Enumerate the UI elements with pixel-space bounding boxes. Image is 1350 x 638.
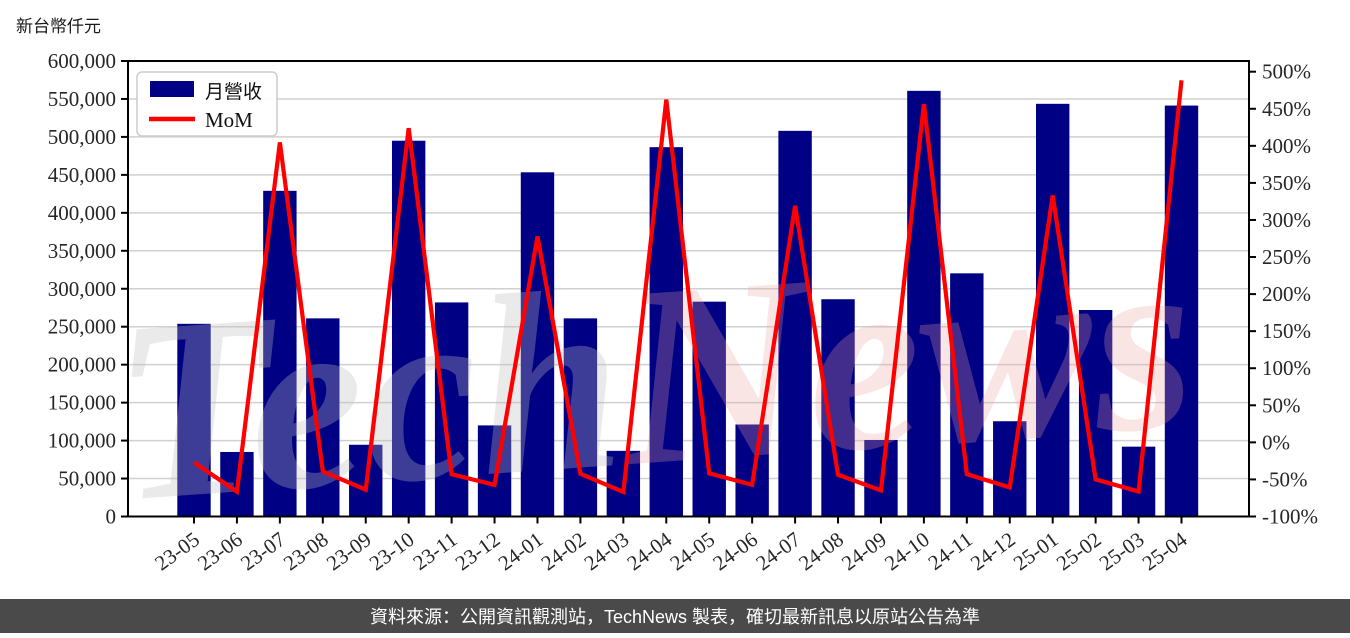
technews-watermark: TechNews [105, 195, 1202, 556]
y-right-tick-label: 400% [1262, 134, 1311, 158]
y-left-tick-label: 250,000 [48, 315, 116, 339]
y-left-tick-label: 350,000 [48, 239, 116, 263]
y-right-tick-label: -100% [1262, 505, 1318, 529]
x-tick-label-24-02: 24-02 [537, 527, 591, 575]
legend: 月營收 MoM [136, 71, 278, 137]
y-right-tick-label: 50% [1262, 393, 1301, 417]
bar-24-12 [993, 421, 1027, 517]
bar-24-10 [907, 90, 941, 517]
y-right-tick-label: 200% [1262, 282, 1311, 306]
y-right-tick-label: 500% [1262, 60, 1311, 84]
y-left-tick-label: 450,000 [48, 163, 116, 187]
x-tick-label-25-01: 25-01 [1009, 527, 1063, 575]
legend-bar-label: 月營收 [205, 81, 262, 103]
bar-24-07 [778, 130, 812, 517]
y-right-tick-label: 300% [1262, 208, 1311, 232]
y-axis-unit-label: 新台幣仟元 [16, 17, 101, 36]
x-tick-label-25-04: 25-04 [1138, 527, 1192, 576]
bar-24-05 [692, 301, 726, 517]
y-left-tick-label: 0 [106, 505, 117, 529]
bar-23-11 [434, 302, 469, 517]
bar-24-06 [735, 424, 769, 517]
source-caption-text: 資料來源：公開資訊觀測站，TechNews 製表，確切最新訊息以原站公告為準 [369, 607, 981, 627]
y-right-tick-label: 0% [1262, 430, 1290, 454]
y-left-tick-label: 300,000 [48, 277, 116, 301]
y-left-tick-label: 600,000 [48, 49, 116, 73]
y-left-tick-label: 400,000 [48, 201, 116, 225]
y-left-tick-label: 500,000 [48, 125, 116, 149]
x-tick-label-24-09: 24-09 [837, 527, 891, 575]
mom-line [192, 80, 1184, 496]
y-left-tick-label: 100,000 [48, 429, 116, 453]
y-left-tick-label: 150,000 [48, 391, 116, 415]
bar-23-08 [306, 318, 340, 517]
bar-25-01 [1035, 103, 1070, 517]
y-right-tick-label: 150% [1262, 319, 1311, 343]
y-right-tick-label: -50% [1262, 467, 1308, 491]
legend-bar-swatch [150, 81, 194, 97]
x-tick-label-24-04: 24-04 [622, 527, 676, 576]
x-tick-label-24-06: 24-06 [708, 527, 762, 575]
y-axis-left: 0 50,000 100,000 150,000 200,000 250,000 300,0… [48, 49, 128, 529]
x-tick-label-24-10: 24-10 [880, 527, 934, 575]
y-right-tick-label: 100% [1262, 356, 1311, 380]
x-tick-label-24-11: 24-11 [924, 527, 977, 575]
bar-24-01 [520, 172, 555, 517]
legend-line-label: MoM [205, 108, 253, 132]
y-left-tick-label: 200,000 [48, 353, 116, 377]
y-left-tick-label: 50,000 [58, 467, 116, 491]
x-tick-label-24-08: 24-08 [794, 527, 848, 575]
bar-23-12 [477, 425, 512, 517]
y-right-tick-label: 350% [1262, 171, 1311, 195]
x-tick-label-24-07: 24-07 [751, 527, 805, 575]
y-right-tick-label: 450% [1262, 97, 1311, 121]
y-left-tick-label: 550,000 [48, 87, 116, 111]
bar-23-05 [177, 323, 211, 517]
y-right-tick-label: 250% [1262, 245, 1311, 269]
y-axis-right: -100% -50% 0% 50% 100% 150% 200% 250% 300% 350% 40… [1249, 60, 1318, 529]
source-caption-bar: 資料來源：公開資訊觀測站，TechNews 製表，確切最新訊息以原站公告為準 [0, 599, 1350, 633]
x-tick-label-24-05: 24-05 [665, 527, 719, 575]
x-tick-label-23-12: 23-12 [451, 527, 505, 575]
x-tick-label-25-02: 25-02 [1052, 527, 1106, 575]
x-tick-label-24-01: 24-01 [494, 527, 548, 575]
x-tick-label-24-12: 24-12 [966, 527, 1020, 575]
x-tick-label-24-03: 24-03 [580, 527, 634, 575]
x-tick-label-25-03: 25-03 [1095, 527, 1149, 575]
